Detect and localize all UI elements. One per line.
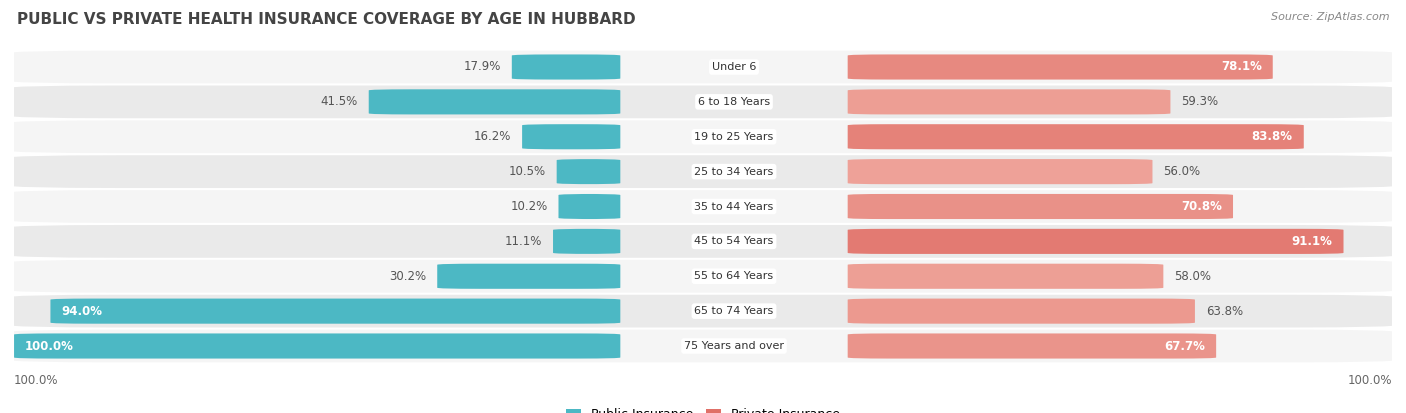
Text: 41.5%: 41.5%: [321, 95, 357, 108]
FancyBboxPatch shape: [7, 51, 1399, 83]
Text: 67.7%: 67.7%: [1164, 339, 1205, 353]
Text: 11.1%: 11.1%: [505, 235, 541, 248]
FancyBboxPatch shape: [7, 330, 1399, 362]
Text: 19 to 25 Years: 19 to 25 Years: [695, 132, 773, 142]
Text: 6 to 18 Years: 6 to 18 Years: [697, 97, 770, 107]
Text: 65 to 74 Years: 65 to 74 Years: [695, 306, 773, 316]
FancyBboxPatch shape: [848, 333, 1216, 358]
Text: 45 to 54 Years: 45 to 54 Years: [695, 236, 773, 247]
FancyBboxPatch shape: [553, 229, 620, 254]
Text: 58.0%: 58.0%: [1174, 270, 1212, 283]
FancyBboxPatch shape: [7, 120, 1399, 153]
Text: 10.5%: 10.5%: [509, 165, 546, 178]
FancyBboxPatch shape: [7, 225, 1399, 258]
FancyBboxPatch shape: [7, 260, 1399, 293]
Text: Source: ZipAtlas.com: Source: ZipAtlas.com: [1271, 12, 1389, 22]
Text: 56.0%: 56.0%: [1164, 165, 1201, 178]
FancyBboxPatch shape: [848, 55, 1272, 80]
FancyBboxPatch shape: [522, 124, 620, 150]
Text: 17.9%: 17.9%: [464, 60, 501, 74]
FancyBboxPatch shape: [14, 333, 620, 358]
FancyBboxPatch shape: [51, 299, 620, 324]
Legend: Public Insurance, Private Insurance: Public Insurance, Private Insurance: [561, 403, 845, 413]
FancyBboxPatch shape: [557, 159, 620, 184]
FancyBboxPatch shape: [848, 229, 1344, 254]
Text: 100.0%: 100.0%: [25, 339, 75, 353]
Text: Under 6: Under 6: [711, 62, 756, 72]
Text: 16.2%: 16.2%: [474, 130, 512, 143]
FancyBboxPatch shape: [848, 194, 1233, 219]
Text: 94.0%: 94.0%: [62, 305, 103, 318]
FancyBboxPatch shape: [848, 299, 1195, 324]
Text: 30.2%: 30.2%: [389, 270, 426, 283]
Text: 83.8%: 83.8%: [1251, 130, 1292, 143]
FancyBboxPatch shape: [512, 55, 620, 80]
FancyBboxPatch shape: [437, 263, 620, 289]
FancyBboxPatch shape: [368, 89, 620, 114]
Text: PUBLIC VS PRIVATE HEALTH INSURANCE COVERAGE BY AGE IN HUBBARD: PUBLIC VS PRIVATE HEALTH INSURANCE COVER…: [17, 12, 636, 27]
Text: 10.2%: 10.2%: [510, 200, 547, 213]
Text: 70.8%: 70.8%: [1181, 200, 1222, 213]
Text: 25 to 34 Years: 25 to 34 Years: [695, 166, 773, 177]
FancyBboxPatch shape: [848, 124, 1303, 150]
FancyBboxPatch shape: [848, 89, 1170, 114]
Text: 78.1%: 78.1%: [1220, 60, 1261, 74]
Text: 35 to 44 Years: 35 to 44 Years: [695, 202, 773, 211]
Text: 100.0%: 100.0%: [1347, 374, 1392, 387]
FancyBboxPatch shape: [7, 85, 1399, 118]
Text: 75 Years and over: 75 Years and over: [683, 341, 785, 351]
Text: 55 to 64 Years: 55 to 64 Years: [695, 271, 773, 281]
Text: 91.1%: 91.1%: [1292, 235, 1333, 248]
FancyBboxPatch shape: [848, 263, 1163, 289]
FancyBboxPatch shape: [7, 295, 1399, 328]
Text: 59.3%: 59.3%: [1181, 95, 1219, 108]
Text: 100.0%: 100.0%: [14, 374, 59, 387]
FancyBboxPatch shape: [7, 190, 1399, 223]
FancyBboxPatch shape: [7, 155, 1399, 188]
Text: 63.8%: 63.8%: [1206, 305, 1243, 318]
FancyBboxPatch shape: [848, 159, 1153, 184]
FancyBboxPatch shape: [558, 194, 620, 219]
